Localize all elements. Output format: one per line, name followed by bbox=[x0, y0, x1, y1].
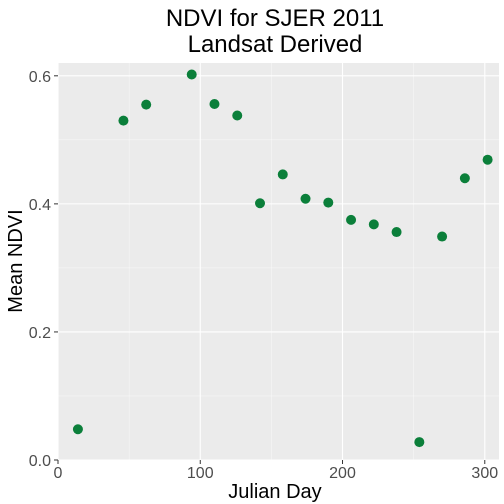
data-point bbox=[346, 214, 357, 225]
data-point bbox=[391, 227, 402, 238]
x-tick-label: 200 bbox=[329, 465, 356, 482]
grid-major bbox=[57, 63, 499, 461]
data-point bbox=[414, 437, 425, 448]
data-point bbox=[141, 99, 152, 110]
data-point bbox=[459, 173, 470, 184]
x-tick-label: 100 bbox=[187, 465, 214, 482]
data-point bbox=[186, 69, 197, 80]
plot-panel bbox=[58, 63, 499, 460]
x-tick-label: 0 bbox=[54, 465, 63, 482]
chart-title: NDVI for SJER 2011 bbox=[166, 5, 384, 32]
y-tick-label: 0.4 bbox=[29, 197, 51, 214]
y-axis-title: Mean NDVI bbox=[5, 209, 27, 312]
x-axis-ticks: 0 100 200 300 bbox=[54, 460, 498, 482]
data-point bbox=[232, 110, 243, 121]
grid-minor bbox=[58, 63, 499, 460]
data-point bbox=[323, 197, 334, 208]
data-point bbox=[300, 193, 311, 204]
y-tick-label: 0.0 bbox=[29, 453, 51, 470]
data-point bbox=[209, 98, 220, 109]
x-tick-label: 300 bbox=[471, 465, 498, 482]
x-axis-title: Julian Day bbox=[228, 481, 321, 503]
y-axis-ticks: 0.0 0.2 0.4 0.6 bbox=[29, 69, 58, 470]
data-point bbox=[277, 169, 288, 180]
data-point bbox=[482, 154, 493, 165]
data-points bbox=[72, 69, 493, 448]
data-point bbox=[118, 115, 129, 126]
data-point bbox=[437, 231, 448, 242]
y-tick-label: 0.2 bbox=[29, 325, 51, 342]
chart-subtitle: Landsat Derived bbox=[188, 31, 363, 58]
data-point bbox=[368, 219, 379, 230]
data-point bbox=[255, 198, 266, 209]
data-point bbox=[72, 424, 83, 435]
y-tick-label: 0.6 bbox=[29, 69, 51, 86]
